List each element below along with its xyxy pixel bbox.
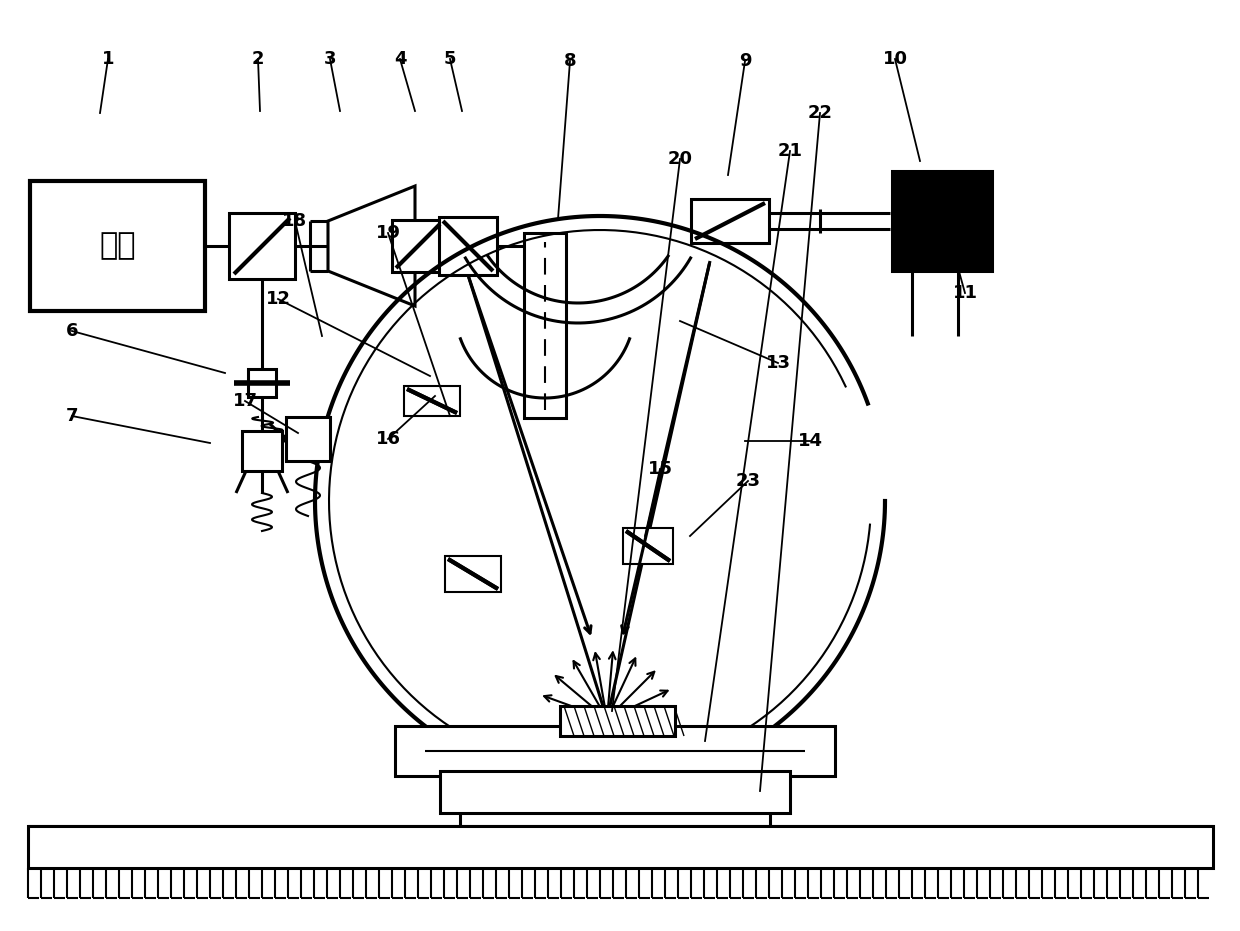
Bar xyxy=(392,220,444,272)
Text: 14: 14 xyxy=(797,432,822,450)
Text: 20: 20 xyxy=(667,150,692,168)
Text: 23: 23 xyxy=(735,472,760,490)
Text: 10: 10 xyxy=(883,50,908,68)
Text: 9: 9 xyxy=(739,52,751,70)
Bar xyxy=(622,528,673,564)
Polygon shape xyxy=(329,186,415,306)
Bar xyxy=(691,199,769,243)
Bar xyxy=(242,431,281,471)
Text: 4: 4 xyxy=(394,50,407,68)
Bar xyxy=(29,826,1213,868)
Text: 3: 3 xyxy=(324,50,336,68)
Bar xyxy=(248,369,277,397)
Bar xyxy=(396,726,835,776)
Text: 13: 13 xyxy=(765,354,791,372)
Bar xyxy=(286,417,330,461)
Bar xyxy=(892,171,992,271)
Bar xyxy=(229,213,295,279)
Text: 2: 2 xyxy=(252,50,264,68)
Text: 6: 6 xyxy=(66,322,78,340)
Text: 18: 18 xyxy=(283,212,308,230)
Text: 1: 1 xyxy=(102,50,114,68)
Text: 光源: 光源 xyxy=(99,232,135,261)
Text: 16: 16 xyxy=(376,430,401,448)
Text: 7: 7 xyxy=(66,407,78,425)
Text: 15: 15 xyxy=(647,460,672,478)
Bar xyxy=(404,386,460,416)
Text: 19: 19 xyxy=(376,224,401,242)
Text: 5: 5 xyxy=(444,50,456,68)
Text: 21: 21 xyxy=(777,142,802,160)
Text: 8: 8 xyxy=(564,52,577,70)
Bar xyxy=(560,706,675,736)
Text: 11: 11 xyxy=(952,284,977,302)
Bar xyxy=(439,217,497,275)
Bar xyxy=(525,233,565,418)
Bar xyxy=(440,771,790,813)
Bar xyxy=(445,556,501,592)
Text: 17: 17 xyxy=(233,392,258,410)
Text: 12: 12 xyxy=(265,290,290,308)
Bar xyxy=(30,181,205,311)
Text: 22: 22 xyxy=(807,104,832,122)
